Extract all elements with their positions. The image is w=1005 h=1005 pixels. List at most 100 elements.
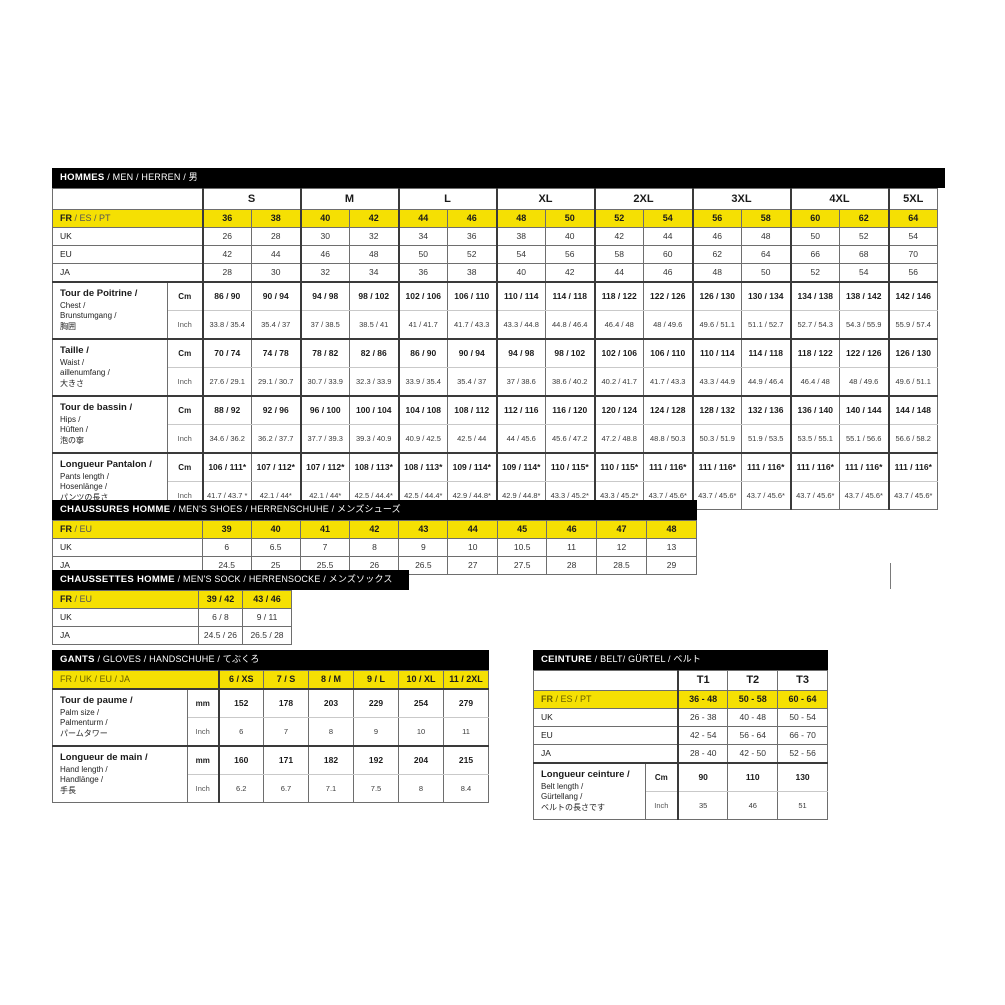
shoes-fr-8: 47 (596, 519, 647, 539)
measurement-label-line-4: 手長 (60, 785, 76, 795)
belt-uk-0: 26 - 38 (677, 707, 729, 727)
men-2-cm-10: 128 / 132 (691, 394, 742, 425)
size-group-5xl: 5XL (887, 187, 938, 210)
table-row: EU 42 44 46 48 50 52 54 56 58 60 62 64 66 68 70 (52, 244, 938, 264)
socks-uk-0: 6 / 8 (197, 607, 244, 627)
gloves-1-mm-4: 204 (398, 744, 444, 775)
measurement-label-line-1: Longueur de main / (60, 752, 148, 764)
belt-fr-label-bold: FR (541, 694, 553, 705)
belt-fr-row: FR / ES / PT 36 - 48 50 - 58 60 - 64 (533, 689, 828, 709)
measurement-unit-cm: Cm (167, 337, 203, 368)
men-empty-corner (52, 187, 203, 210)
table-row: JA 28 - 40 42 - 50 52 - 56 (533, 743, 828, 764)
shoes-fr-6: 45 (497, 519, 548, 539)
belt-eu-0: 42 - 54 (677, 725, 729, 745)
belt-size-table: T1 T2 T3 FR / ES / PT 36 - 48 50 - 58 60 - 64 U… (533, 669, 828, 820)
socks-table-title: CHAUSSETTES HOMME / MEN'S SOCK / HERRENS… (52, 570, 409, 590)
men-2-cm-6: 112 / 116 (495, 394, 546, 425)
men-1-cm-1: 74 / 78 (251, 337, 301, 368)
table-row: JA 28 30 32 34 36 38 40 42 44 46 48 50 52 54 56 (52, 262, 938, 283)
gloves-0-inch-2: 8 (308, 716, 354, 747)
gloves-fr-3: 9 / L (353, 669, 399, 690)
men-1-inch-6: 37 / 38.6 (495, 366, 546, 397)
men-1-cm-12: 118 / 122 (789, 337, 840, 368)
men-size-group-row: S M L XL 2XL 3XL 4XL 5XL (52, 187, 938, 210)
men-2-inch-10: 50.3 / 51.9 (691, 423, 742, 454)
men-ja-5: 38 (447, 262, 497, 283)
measurement-label-line-3: Hosenlänge / (60, 482, 108, 492)
men-3-cm-0: 106 / 111* (201, 451, 252, 482)
men-ja-1: 30 (251, 262, 301, 283)
measurement-row-cm: Longueur Pantalon / Pants length / Hosenlä… (52, 451, 938, 510)
belt-table-title: CEINTURE / BELT/ GÜRTEL / ベルト (533, 650, 828, 670)
men-uk-7: 40 (545, 226, 595, 246)
measurement-label-line-2: Belt length / (541, 781, 584, 791)
shoes-fr-3: 42 (349, 519, 400, 539)
men-3-inch-13: 43.7 / 45.6* (839, 480, 889, 510)
men-0-cm-2: 94 / 98 (299, 280, 350, 311)
men-0-cm-13: 138 / 142 (839, 280, 889, 311)
men-eu-13: 68 (839, 244, 889, 264)
men-ja-4: 36 (397, 262, 448, 283)
shoes-uk-5: 10 (447, 537, 499, 557)
size-group-s: S (201, 187, 301, 210)
gloves-measurement-label-0: Tour de paume / Palm size / Palmenturm / パー… (52, 687, 188, 747)
belt-fr-2: 60 - 64 (777, 689, 828, 709)
men-eu-14: 70 (887, 244, 938, 264)
gloves-0-mm-0: 152 (217, 687, 264, 718)
men-0-inch-14: 55.9 / 57.4 (887, 309, 938, 340)
men-title-secondary: / MEN / HERREN / 男 (104, 172, 198, 182)
socks-uk-1: 9 / 11 (242, 607, 292, 627)
belt-size-table-block: CEINTURE / BELT/ GÜRTEL / ベルト T1 T2 T3 FR /… (533, 650, 828, 820)
men-ja-7: 42 (545, 262, 595, 283)
measurement-label-line-3: Brunstumgang / (60, 311, 117, 321)
shoes-uk-3: 8 (349, 537, 400, 557)
men-3-cm-10: 111 / 116* (691, 451, 742, 482)
men-2-inch-7: 45.6 / 47.2 (545, 423, 595, 454)
measurement-label-line-2: Hips / (60, 414, 81, 424)
gloves-1-mm-5: 215 (443, 744, 489, 775)
men-3-cm-12: 111 / 116* (789, 451, 840, 482)
men-row-label-ja: JA (52, 262, 203, 283)
shoes-fr-0: 39 (201, 519, 252, 539)
measurement-unit-inch: Inch (167, 366, 203, 397)
measurement-label-line-3: Palmenturm / (60, 718, 108, 728)
men-size-table-block: HOMMES / MEN / HERREN / 男 S M L (52, 168, 945, 510)
belt-row-label-ja: JA (533, 743, 679, 764)
size-group-m: M (299, 187, 399, 210)
shoes-ja-9: 29 (645, 555, 698, 575)
measurement-label-line-3: Gürtellang / (541, 792, 583, 802)
men-eu-3: 48 (349, 244, 399, 264)
measurement-label-line-1: Tour de bassin / (60, 402, 133, 414)
men-fr-4: 44 (397, 208, 448, 228)
men-uk-2: 30 (299, 226, 350, 246)
socks-row-label-ja: JA (52, 625, 199, 645)
gloves-1-inch-3: 7.5 (353, 773, 399, 803)
measurement-label-line-4: パームタワー (60, 728, 108, 738)
socks-fr-label: FR / EU (52, 589, 199, 609)
measurement-label-line-4: 大きさ (60, 378, 84, 388)
men-uk-4: 34 (397, 226, 448, 246)
belt-cm-1: 110 (727, 761, 779, 792)
men-3-cm-2: 107 / 112* (299, 451, 350, 482)
table-row: UK 6 6.5 7 8 9 10 10.5 11 12 13 (52, 537, 698, 557)
measurement-label-line-2: Hand length / (60, 764, 108, 774)
shoes-uk-8: 12 (596, 537, 647, 557)
gloves-1-mm-0: 160 (217, 744, 264, 775)
measurement-label-line-2: Chest / (60, 300, 86, 310)
men-uk-8: 42 (593, 226, 644, 246)
men-0-cm-1: 90 / 94 (251, 280, 301, 311)
men-eu-2: 46 (299, 244, 350, 264)
gloves-unit-mm: mm (187, 744, 219, 775)
measurement-label-line-1: Longueur ceinture / (541, 769, 630, 781)
men-uk-3: 32 (349, 226, 399, 246)
gloves-fr-2: 8 / M (308, 669, 354, 690)
measurement-row-inch: Inch 34.6 / 36.2 36.2 / 37.7 37.7 / 39.3 39.… (53, 423, 938, 454)
belt-inch-2: 51 (777, 790, 828, 820)
table-row: EU 42 - 54 56 - 64 66 - 70 (533, 725, 828, 745)
measurement-row-inch: Inch 33.8 / 35.4 35.4 / 37 37 / 38.5 38.5 / … (53, 309, 938, 340)
measurement-row-inch: Inch 6.2 6.7 7.1 7.5 8 8.4 (53, 773, 489, 803)
men-ja-0: 28 (201, 262, 252, 283)
measurement-label-line-4: 泡の寧 (60, 435, 84, 445)
socks-title-primary: CHAUSSETTES HOMME (60, 574, 175, 585)
